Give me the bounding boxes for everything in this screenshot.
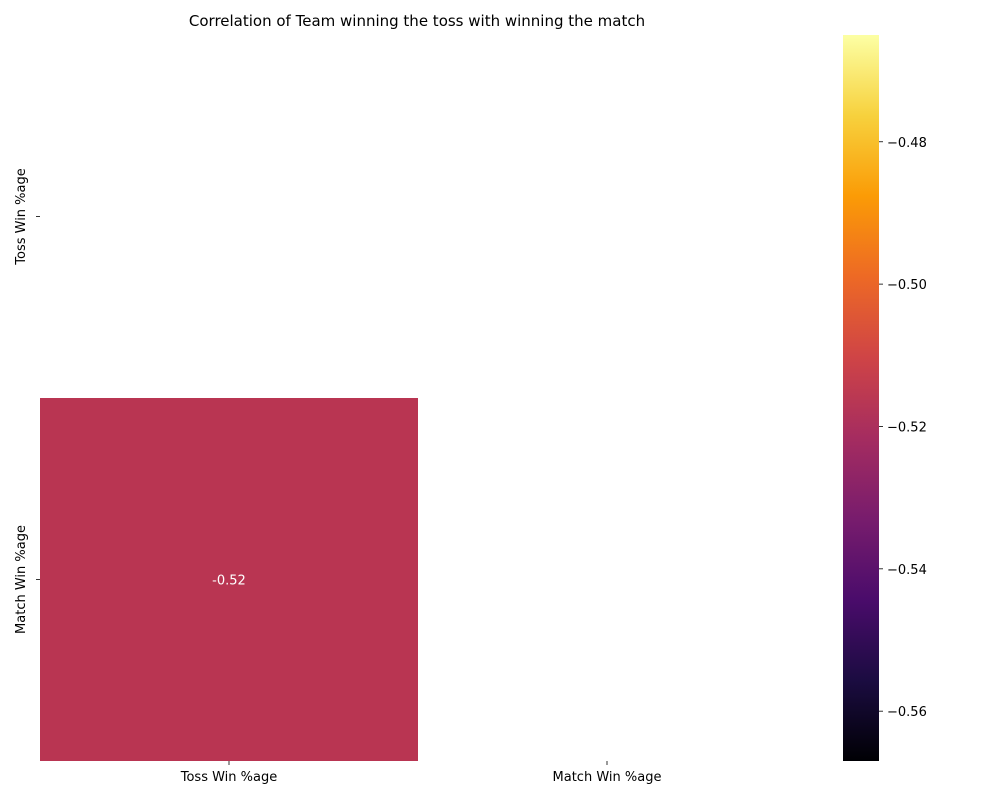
colorbar-tick-label: −0.50 [887,278,927,293]
heatmap-cell [40,398,418,761]
y-tick-label: Match Win %age [14,525,29,634]
heatmap-axis-ticks: Toss Win %age Match Win %age Toss Win %age… [14,168,661,785]
colorbar [843,35,879,761]
x-tick-label: Match Win %age [553,770,662,785]
colorbar-tick-label: −0.52 [887,420,927,435]
colorbar-ticks: −0.48 −0.50 −0.52 −0.54 −0.56 [879,136,927,720]
colorbar-tick-label: −0.48 [887,136,927,151]
colorbar-tick-label: −0.56 [887,705,927,720]
y-tick-label: Toss Win %age [14,168,29,265]
heatmap-cells: -0.52 [40,398,418,761]
chart-title: Correlation of Team winning the toss wit… [189,12,645,30]
x-tick-label: Toss Win %age [180,770,277,785]
heatmap-cell-label: -0.52 [212,574,246,589]
colorbar-tick-label: −0.54 [887,563,927,578]
